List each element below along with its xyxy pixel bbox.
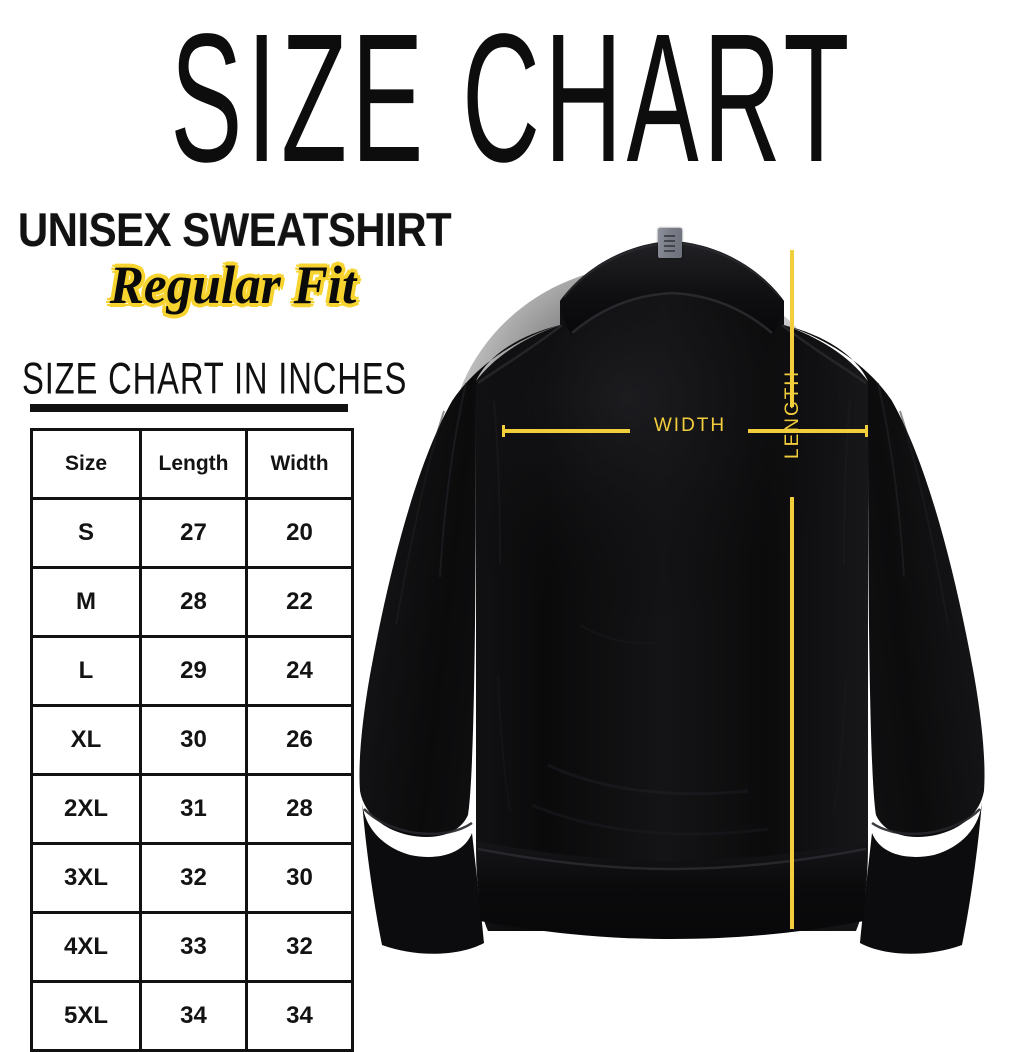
width-line-endcap-left: [502, 425, 505, 437]
cell-size: 2XL: [30, 773, 142, 845]
fit-name: Regular Fit: [109, 255, 357, 315]
section-heading-block: SIZE CHART IN INCHES: [22, 354, 408, 412]
width-measure-label: WIDTH: [653, 415, 727, 436]
right-sleeve-shape: [784, 325, 985, 837]
right-cuff: [860, 801, 982, 954]
brand-tag-icon: [658, 228, 682, 258]
cell-length: 33: [139, 911, 248, 983]
cell-size: 3XL: [30, 842, 142, 914]
cell-width: 28: [245, 773, 354, 845]
column-header-width: Width: [245, 428, 354, 500]
cell-length: 30: [139, 704, 248, 776]
page-title: SIZE CHART: [170, 0, 854, 200]
fold-1: [547, 763, 749, 796]
cell-width: 24: [245, 635, 354, 707]
right-sleeve-fold-1: [877, 382, 905, 578]
table-row: L 29 24: [30, 635, 354, 707]
left-cuff: [362, 801, 484, 954]
left-sleeve: [359, 325, 560, 954]
column-header-length: Length: [139, 428, 248, 500]
product-name: UNISEX SWEATSHIRT: [18, 203, 452, 256]
waistband: [476, 841, 868, 939]
cell-length: 34: [139, 980, 248, 1052]
table-row: S 27 20: [30, 497, 354, 569]
table-row: M 28 22: [30, 566, 354, 638]
fold-3: [579, 624, 655, 645]
waistband-band: [476, 841, 868, 939]
collar-inner-seam: [571, 291, 773, 334]
right-sleeve-fold-2: [899, 410, 949, 626]
fabric-folds: [497, 624, 847, 836]
left-sleeve-fold-1: [439, 382, 467, 578]
width-measure-line-right: [748, 429, 868, 433]
cell-size: 4XL: [30, 911, 142, 983]
left-sleeve-shape: [359, 325, 560, 837]
right-armhole-seam: [843, 400, 851, 566]
left-shoulder-seam: [477, 324, 563, 385]
table-row: XL 30 26: [30, 704, 354, 776]
table-row: 2XL 31 28: [30, 773, 354, 845]
width-measure-line-left: [502, 429, 630, 433]
cell-width: 20: [245, 497, 354, 569]
fold-5: [833, 674, 847, 812]
size-chart-table: Size Length Width S 27 20 M 28 22 L 29 2…: [30, 428, 354, 1052]
cell-width: 26: [245, 704, 354, 776]
table-header-row: Size Length Width: [30, 428, 354, 500]
chest-highlight: [448, 265, 848, 645]
width-line-endcap-right: [865, 425, 868, 437]
length-measure-label: LENGTH: [782, 369, 803, 459]
sweatshirt-illustration: WIDTH LENGTH: [348, 205, 996, 985]
cell-width: 22: [245, 566, 354, 638]
column-header-size: Size: [30, 428, 142, 500]
cell-size: XL: [30, 704, 142, 776]
table-body: S 27 20 M 28 22 L 29 24 XL 30 26 2XL 31 …: [30, 497, 354, 1052]
table-row: 5XL 34 34: [30, 980, 354, 1052]
cell-length: 27: [139, 497, 248, 569]
cell-width: 30: [245, 842, 354, 914]
section-heading-underline: [30, 404, 348, 412]
table-row: 3XL 32 30: [30, 842, 354, 914]
cell-size: M: [30, 566, 142, 638]
garment-body: [448, 241, 868, 931]
length-measure-line-top: [790, 250, 794, 407]
left-cuff-seam: [363, 808, 473, 836]
cell-size: 5XL: [30, 980, 142, 1052]
sweatshirt-svg: [359, 241, 985, 954]
left-sleeve-fold-2: [395, 410, 445, 626]
cell-size: S: [30, 497, 142, 569]
fold-2: [531, 803, 769, 836]
cell-length: 31: [139, 773, 248, 845]
waistband-seam: [477, 847, 867, 871]
cell-width: 34: [245, 980, 354, 1052]
table-row: 4XL 33 32: [30, 911, 354, 983]
collar-band: [560, 241, 784, 335]
left-armhole-seam: [493, 400, 501, 566]
right-sleeve: [784, 325, 985, 954]
cell-length: 32: [139, 842, 248, 914]
table-head: Size Length Width: [30, 428, 354, 500]
length-measure-line-bottom: [790, 497, 794, 929]
cell-size: L: [30, 635, 142, 707]
cell-length: 29: [139, 635, 248, 707]
subtitle-block: UNISEX SWEATSHIRT Regular Fit: [18, 203, 488, 315]
fold-4: [497, 674, 511, 812]
cell-width: 32: [245, 911, 354, 983]
section-heading: SIZE CHART IN INCHES: [22, 354, 408, 404]
right-cuff-seam: [871, 808, 981, 836]
cell-length: 28: [139, 566, 248, 638]
